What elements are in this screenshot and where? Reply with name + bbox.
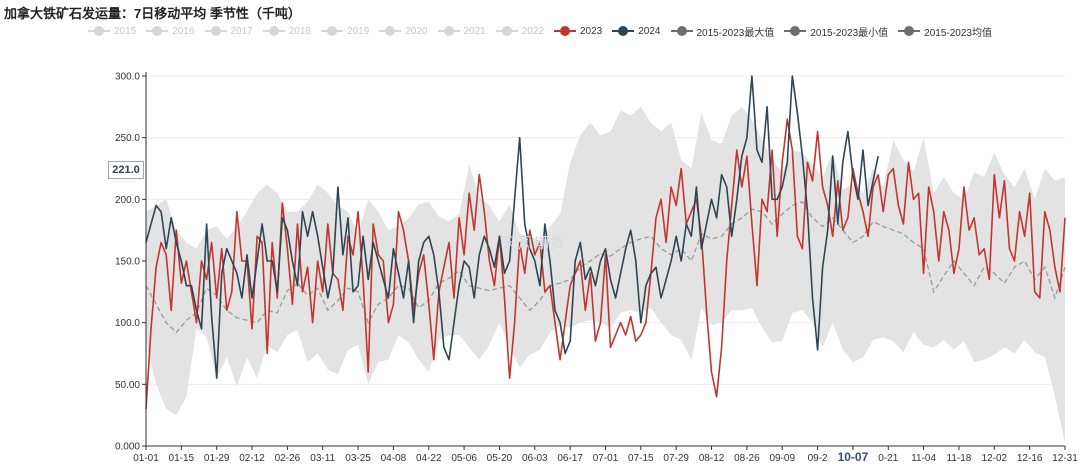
x-tick-label: 09-09	[769, 453, 795, 464]
legend-label: 2020	[405, 25, 428, 37]
legend-marker-icon	[554, 26, 576, 36]
legend-item-9[interactable]: 2024	[612, 22, 661, 40]
x-tick-label: 07-15	[628, 453, 654, 464]
legend-label: 2015-2023均值	[924, 27, 992, 39]
legend-label: 2015-2023最大值	[696, 27, 775, 39]
y-tick-label: 150.0	[115, 257, 140, 268]
legend-label: 2015-2023最小值	[810, 27, 889, 39]
legend-marker-icon	[784, 26, 807, 36]
x-tick-label: 0-21	[878, 453, 898, 464]
axes: 0.000 50.00 100.0 150.0 200.0 250.0 300.0 01-01…	[115, 72, 1078, 464]
x-tick-label: 01-29	[204, 453, 230, 464]
legend-item-11[interactable]: 2015-2023最小值	[784, 22, 888, 40]
max-min-band	[146, 106, 1065, 444]
x-tick-label: 12-02	[982, 453, 1008, 464]
series-line-2024	[145, 75, 879, 379]
legend-item-8[interactable]: 2023	[554, 22, 602, 40]
x-tick-label: 02-26	[275, 453, 301, 464]
x-tick-label: 03-25	[345, 453, 371, 464]
x-tick-label: 07-01	[593, 453, 619, 464]
legend-label: 2021	[463, 25, 486, 37]
x-tick-label: 03-11	[310, 453, 335, 464]
x-tick-label: 09-2	[808, 453, 828, 464]
x-tick-label: 12-31	[1052, 453, 1078, 464]
legend-item-0[interactable]: 2015	[88, 22, 136, 40]
legend: 2015 2016 2017 2018 2019 2020 2021 2022 2023 2024…	[0, 22, 1080, 40]
legend-item-1[interactable]: 2016	[146, 22, 195, 40]
x-tick-label: 08-26	[734, 453, 760, 464]
legend-item-3[interactable]: 2018	[262, 22, 311, 40]
legend-marker-icon	[612, 26, 635, 36]
legend-label: 2015	[114, 25, 137, 37]
legend-label: 2018	[288, 25, 311, 37]
legend-marker-icon	[670, 26, 693, 36]
legend-label: 2023	[580, 25, 603, 37]
legend-marker-icon	[321, 26, 343, 36]
legend-item-4[interactable]: 2019	[321, 22, 369, 40]
chart-title: 加拿大铁矿石发运量：7日移动平均 季节性（千吨）	[4, 6, 301, 21]
x-tick-label: 10-07	[838, 450, 869, 464]
y-tick-label: 200.0	[115, 195, 140, 206]
legend-marker-icon	[495, 26, 518, 36]
y-tick-label: 50.00	[115, 380, 140, 391]
legend-item-10[interactable]: 2015-2023最大值	[670, 22, 775, 40]
x-tick-label: 04-22	[416, 453, 442, 464]
x-tick-label: 08-12	[699, 453, 725, 464]
x-tick-label: 06-17	[557, 453, 583, 464]
legend-marker-icon	[898, 26, 921, 36]
range-band	[146, 106, 1065, 444]
x-tick-label: 04-08	[381, 453, 407, 464]
x-tick-label: 05-06	[451, 453, 477, 464]
axis-pointer-label: 221.0	[108, 161, 144, 179]
legend-marker-icon	[204, 26, 227, 36]
x-tick-label: 11-18	[947, 453, 972, 464]
legend-item-7[interactable]: 2022	[495, 22, 544, 40]
legend-label: 2016	[172, 25, 195, 37]
legend-item-5[interactable]: 2020	[379, 22, 428, 40]
y-tick-label: 250.0	[115, 133, 140, 144]
legend-item-2[interactable]: 2017	[204, 22, 253, 40]
series-line-2023	[145, 118, 1066, 410]
x-tick-label: 02-12	[239, 453, 265, 464]
legend-marker-icon	[88, 26, 110, 36]
x-tick-label: 01-01	[133, 453, 159, 464]
legend-label: 2024	[638, 25, 661, 37]
legend-item-6[interactable]: 2021	[437, 22, 486, 40]
legend-marker-icon	[146, 26, 169, 36]
y-tick-label: 0.000	[115, 442, 140, 453]
legend-marker-icon	[437, 26, 460, 36]
legend-label: 2019	[347, 25, 370, 37]
legend-label: 2022	[521, 25, 544, 37]
x-tick-label: 01-15	[169, 453, 195, 464]
legend-item-12[interactable]: 2015-2023均值	[898, 22, 992, 40]
y-tick-label: 300.0	[115, 72, 140, 83]
x-tick-label: 07-29	[663, 453, 689, 464]
y-tick-label: 100.0	[115, 318, 140, 329]
legend-marker-icon	[262, 26, 285, 36]
x-tick-label: 06-03	[522, 453, 548, 464]
x-tick-label: 12-16	[1017, 453, 1043, 464]
series-lines	[145, 75, 1066, 410]
watermark: 天风期货	[502, 235, 567, 252]
legend-marker-icon	[379, 26, 402, 36]
x-tick-label: 11-04	[911, 453, 936, 464]
x-tick-label: 05-20	[487, 453, 513, 464]
legend-label: 2017	[230, 25, 253, 37]
